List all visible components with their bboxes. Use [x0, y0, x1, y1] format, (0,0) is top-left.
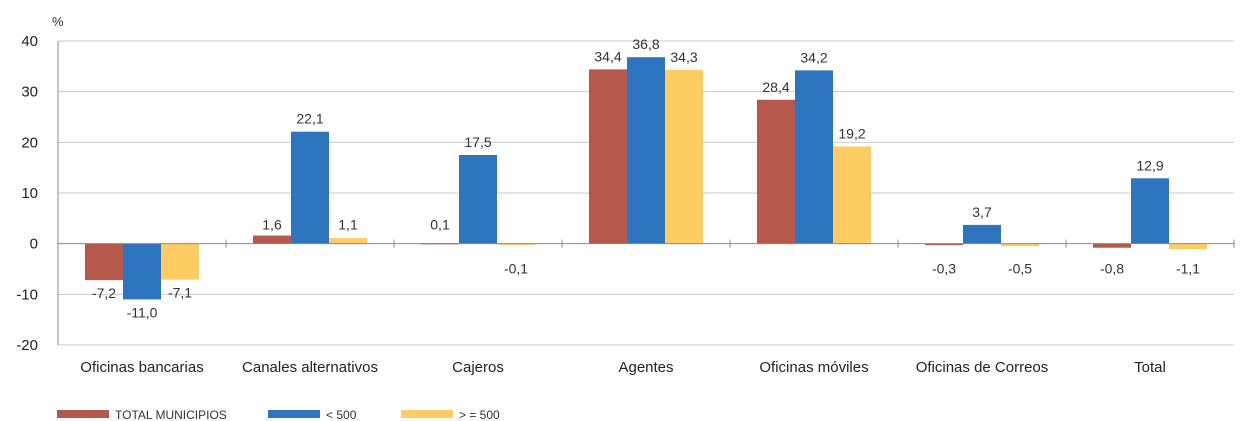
data-label: -1,1 [1176, 261, 1200, 277]
category-label: Canales alternativos [242, 359, 378, 376]
data-label: 0,1 [430, 217, 450, 233]
bar [665, 69, 703, 244]
bar [459, 155, 497, 244]
x-axis [57, 41, 1235, 345]
legend-swatch [268, 410, 320, 418]
data-label: 34,3 [670, 49, 697, 65]
bar [627, 57, 665, 244]
legend-label: > = 500 [459, 408, 500, 421]
bar [757, 99, 795, 244]
y-axis-ticks: -20 -10 0 10 20 30 40 [16, 33, 38, 354]
data-label: -0,5 [1008, 261, 1032, 277]
legend-label: TOTAL MUNICIPIOS [115, 408, 227, 421]
data-label: 19,2 [838, 125, 865, 141]
y-axis-unit: % [52, 14, 64, 29]
y-tick-label: 20 [21, 134, 38, 151]
bar [123, 243, 161, 300]
bar [253, 235, 291, 244]
data-label: 34,4 [594, 48, 621, 64]
bar [1131, 178, 1169, 244]
bar [1001, 243, 1039, 247]
bar [161, 243, 199, 280]
data-label: 17,5 [464, 134, 491, 150]
bar [497, 243, 535, 245]
data-label: -7,1 [168, 285, 192, 301]
data-label: 3,7 [972, 204, 992, 220]
bar [1169, 243, 1207, 250]
data-label: -0,3 [932, 261, 956, 277]
legend-label: < 500 [326, 408, 357, 421]
category-label: Oficinas móviles [759, 359, 868, 376]
data-label: -0,1 [504, 261, 528, 277]
bar [1093, 243, 1131, 248]
bar [291, 131, 329, 244]
category-labels: Oficinas bancarias Canales alternativos Ca… [80, 359, 1166, 376]
y-tick-label: 30 [21, 84, 38, 101]
data-label: 1,6 [262, 217, 282, 233]
data-label: 36,8 [632, 36, 659, 52]
y-tick-label: 10 [21, 185, 38, 202]
bar [589, 69, 627, 244]
legend: TOTAL MUNICIPIOS < 500 > = 500 [57, 408, 500, 421]
legend-swatch [401, 410, 453, 418]
category-label: Oficinas de Correos [916, 359, 1049, 376]
data-label: -0,8 [1100, 261, 1124, 277]
data-label: 28,4 [762, 79, 789, 95]
bar [963, 224, 1001, 244]
data-label: 12,9 [1136, 157, 1163, 173]
category-label: Oficinas bancarias [80, 359, 203, 376]
data-label: -7,2 [92, 285, 116, 301]
legend-swatch [57, 410, 109, 418]
category-label: Agentes [618, 359, 673, 376]
y-tick-label: 0 [30, 236, 38, 253]
y-tick-label: 40 [21, 33, 38, 50]
y-tick-label: -10 [16, 286, 38, 303]
data-labels: -7,2 -11,0 -7,1 1,6 22,1 1,1 0,1 17,5 -0,1 34,4 36… [92, 36, 1200, 320]
bar [795, 70, 833, 244]
bar [833, 146, 871, 244]
bar [925, 243, 963, 246]
data-label: 22,1 [296, 111, 323, 127]
bar [329, 238, 367, 244]
category-label: Cajeros [452, 359, 504, 376]
category-label: Total [1134, 359, 1166, 376]
bars [85, 57, 1207, 300]
data-label: -11,0 [127, 304, 158, 320]
bar [85, 243, 123, 281]
y-tick-label: -20 [16, 337, 38, 354]
data-label: 1,1 [338, 217, 358, 233]
data-label: 34,2 [800, 49, 827, 65]
